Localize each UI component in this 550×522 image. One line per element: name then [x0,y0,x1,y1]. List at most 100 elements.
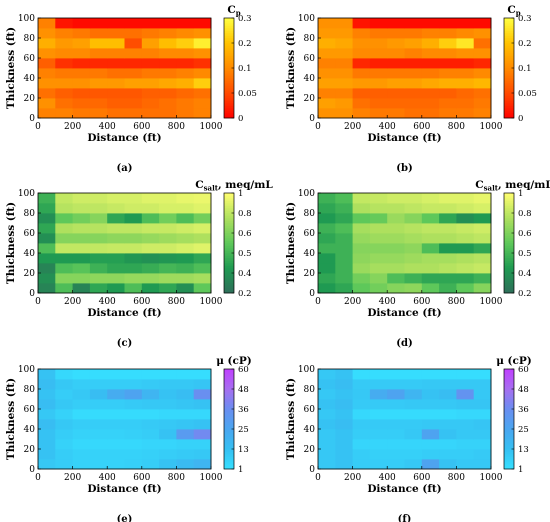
y-tick-label: 100 [298,365,315,375]
heatmap-cell [141,449,160,460]
heatmap-cell [193,459,212,470]
y-tick-label: 80 [24,385,36,395]
colorbar-segment [224,454,234,457]
colorbar-segment [224,240,234,244]
heatmap-cell [473,253,492,264]
colorbar-segment [224,434,234,437]
colorbar-segment [224,53,234,56]
heatmap-cell [159,213,177,224]
heatmap-cell [473,459,492,470]
plot-frame [37,17,212,119]
heatmap-cell [55,389,73,400]
heatmap-cell [318,78,336,89]
heatmap-cell [38,459,56,470]
heatmap-cell [55,283,73,294]
heatmap-cell [176,193,195,204]
colorbar-segment [504,255,514,259]
colorbar-tick-label: 1 [518,465,523,475]
y-tick-label: 0 [29,289,35,299]
heatmap-cell [89,78,108,89]
colorbar-segment [504,50,514,54]
y-axis-label: Thickness (ft) [285,378,297,460]
x-axis-label: Distance (ft) [367,483,441,495]
x-tick-label: 800 [448,297,465,307]
heatmap-cell [159,48,177,59]
colorbar-segment [224,20,234,24]
colorbar-segment [504,464,514,467]
heatmap-cell [335,98,353,109]
heatmap-cell [318,203,336,214]
heatmap-cell [72,98,91,109]
heatmap-cell [352,58,371,69]
heatmap-cell [473,243,492,254]
x-axis-label: Distance (ft) [87,483,161,495]
heatmap-cell [124,389,143,400]
heatmap-cell [439,193,457,204]
colorbar-segment [224,270,234,274]
heatmap-cell [38,98,56,109]
heatmap-cell [107,369,125,380]
colorbar-segment [224,369,234,372]
colorbar-segment [504,406,514,410]
heatmap-cell [335,193,353,204]
heatmap-cell [141,18,160,29]
heatmap-cell [38,399,56,410]
heatmap-cell [89,419,108,430]
colorbar-segment [224,419,234,422]
heatmap-cell [55,243,73,254]
y-tick-label: 60 [24,405,36,415]
colorbar-segment [504,60,514,64]
heatmap-cell [89,88,108,99]
heatmap-cell [335,399,353,410]
colorbar-segment [224,230,234,234]
heatmap-cell [89,48,108,59]
colorbar-segment [224,83,234,86]
heatmap-cell [387,459,405,470]
colorbar-segment [224,115,234,119]
y-tick-label: 80 [304,209,316,219]
colorbar-segment [224,376,234,380]
heatmap-cell [352,379,371,390]
heatmap-cell [72,449,91,460]
colorbar-segment [224,245,234,249]
heatmap-cell [404,283,423,294]
heatmap-cell [387,203,405,214]
x-tick-label: 1000 [480,297,503,307]
heatmap-cell [176,108,195,119]
panel-e: 0 200 400 600 800 1000 0 20 40 60 80 100 Distance (f… [5,355,252,522]
heatmap-cell [318,389,336,400]
heatmap-cell [369,379,388,390]
heatmap-cell [193,68,212,79]
heatmap-cell [318,58,336,69]
heatmap-cell [404,88,423,99]
heatmap-cell [176,203,195,214]
colorbar-segment [504,73,514,76]
heatmap-cell [124,68,143,79]
colorbar-segment [224,255,234,259]
colorbar-segment [504,381,514,385]
heatmap-cell [193,78,212,89]
colorbar-segment [504,113,514,116]
heatmap-cell [176,243,195,254]
x-tick-label: 400 [379,473,396,483]
heatmap-cell [369,449,388,460]
heatmap-cell [193,88,212,99]
y-tick-label: 60 [24,54,36,64]
heatmap-cell [369,38,388,49]
heatmap-cell [193,389,212,400]
heatmap-cell [89,369,108,380]
heatmap-cell [421,203,440,214]
heatmap-cell [72,283,91,294]
colorbar-segment [504,446,514,450]
colorbar-segment [224,195,234,199]
x-axis-label: Distance (ft) [367,132,441,144]
colorbar-tick-label: 0.3 [518,14,532,24]
heatmap-cell [369,98,388,109]
colorbar-segment [504,100,514,104]
colorbar-segment [224,113,234,116]
heatmap-cell [387,98,405,109]
y-tick-label: 100 [18,189,35,199]
heatmap-cell [72,439,91,450]
heatmap-cell [72,18,91,29]
heatmap-cell [404,459,423,470]
